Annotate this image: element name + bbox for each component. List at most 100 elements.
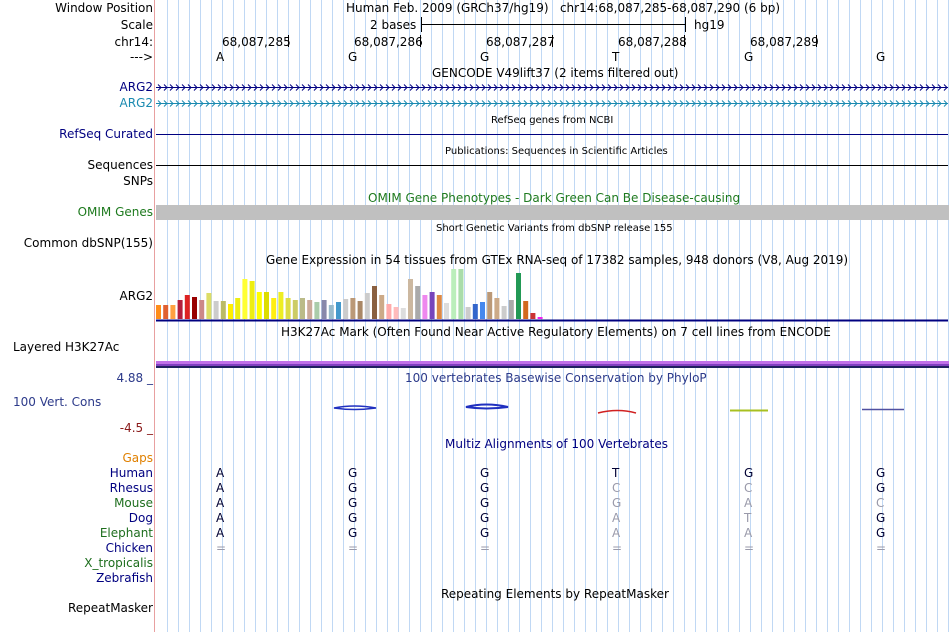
gtex-gene-label[interactable]: ARG2 bbox=[119, 289, 153, 303]
gtex-tissue-bar[interactable] bbox=[372, 286, 377, 319]
gtex-tissue-bar[interactable] bbox=[163, 305, 169, 319]
gtex-tissue-bar[interactable] bbox=[220, 301, 226, 319]
gtex-tissue-bar[interactable] bbox=[530, 313, 536, 319]
alignment-base: C bbox=[612, 481, 621, 495]
gtex-tissue-bar[interactable] bbox=[343, 299, 349, 319]
gtex-tissue-bar[interactable] bbox=[472, 304, 478, 319]
omim-track-title[interactable]: OMIM Gene Phenotypes - Dark Green Can Be… bbox=[368, 191, 741, 205]
gtex-tissue-bar[interactable] bbox=[487, 292, 493, 319]
gtex-tissue-bar[interactable] bbox=[271, 298, 277, 319]
publications-track-label[interactable]: Sequences bbox=[87, 158, 153, 172]
gtex-tissue-bar[interactable] bbox=[177, 300, 183, 319]
snps-track-label[interactable]: SNPs bbox=[123, 174, 153, 188]
species-label[interactable]: Zebrafish bbox=[96, 571, 153, 585]
alignment-base: A bbox=[216, 496, 225, 510]
gencode-item-label[interactable]: ARG2 bbox=[119, 96, 153, 110]
gtex-tissue-bar[interactable] bbox=[264, 292, 269, 319]
h3k27ac-track-title[interactable]: H3K27Ac Mark (Often Found Near Active Re… bbox=[281, 325, 831, 339]
gtex-tissue-bar[interactable] bbox=[307, 300, 313, 319]
gtex-tissue-bar[interactable] bbox=[458, 269, 464, 319]
gtex-tissue-bar[interactable] bbox=[321, 300, 327, 319]
phylop-track-title[interactable]: 100 vertebrates Basewise Conservation by… bbox=[405, 371, 707, 385]
dbsnp-track-label[interactable]: Common dbSNP(155) bbox=[23, 236, 153, 250]
h3k27ac-track-label[interactable]: Layered H3K27Ac bbox=[13, 340, 120, 354]
species-label[interactable]: X_tropicalis bbox=[84, 556, 153, 570]
gtex-tissue-bar[interactable] bbox=[364, 293, 370, 319]
gtex-tissue-bar[interactable] bbox=[192, 297, 197, 319]
publications-track-title[interactable]: Publications: Sequences in Scientific Ar… bbox=[445, 146, 668, 157]
gtex-tissue-bar[interactable] bbox=[400, 308, 406, 319]
gencode-track-title[interactable]: GENCODE V49lift37 (2 items filtered out) bbox=[432, 66, 679, 80]
window-position-value: Human Feb. 2009 (GRCh37/hg19) chr14:68,0… bbox=[346, 1, 781, 15]
gtex-tissue-bar[interactable] bbox=[451, 269, 457, 319]
gtex-tissue-bar[interactable] bbox=[328, 305, 334, 319]
gtex-tissue-bar[interactable] bbox=[184, 295, 190, 319]
gtex-tissue-bar[interactable] bbox=[249, 281, 255, 319]
species-label[interactable]: Rhesus bbox=[109, 481, 153, 495]
species-label[interactable]: Mouse bbox=[114, 496, 153, 510]
gtex-track-title[interactable]: Gene Expression in 54 tissues from GTEx … bbox=[266, 253, 849, 267]
gtex-tissue-bar[interactable] bbox=[494, 298, 500, 319]
h3k27ac-signal[interactable] bbox=[156, 361, 949, 368]
gtex-tissue-bar[interactable] bbox=[422, 295, 428, 319]
dbsnp-track-title[interactable]: Short Genetic Variants from dbSNP releas… bbox=[436, 223, 673, 234]
gtex-tissue-bar[interactable] bbox=[379, 295, 385, 319]
multiz-track-title[interactable]: Multiz Alignments of 100 Vertebrates bbox=[445, 437, 669, 451]
gtex-tissue-bar[interactable] bbox=[285, 298, 291, 319]
repeatmasker-track-label[interactable]: RepeatMasker bbox=[67, 601, 153, 615]
gtex-tissue-bar[interactable] bbox=[408, 279, 413, 319]
scale-value: 2 bases bbox=[370, 18, 417, 32]
gtex-tissue-bar[interactable] bbox=[350, 298, 356, 319]
gtex-tissue-bar[interactable] bbox=[292, 300, 298, 319]
gtex-tissue-bar[interactable] bbox=[336, 302, 341, 319]
gencode-item-label[interactable]: ARG2 bbox=[119, 80, 153, 94]
gtex-tissue-bar[interactable] bbox=[199, 300, 205, 319]
phylop-conservation-marks[interactable] bbox=[333, 403, 904, 414]
gtex-tissue-bar[interactable] bbox=[278, 292, 284, 319]
gtex-tissue-bar[interactable] bbox=[170, 305, 176, 319]
phylop-track-label[interactable]: 100 Vert. Cons bbox=[13, 395, 102, 409]
gtex-tissue-bar[interactable] bbox=[516, 273, 521, 319]
gtex-tissue-bar[interactable] bbox=[357, 301, 363, 319]
omim-gene-bar[interactable] bbox=[156, 205, 949, 220]
gtex-tissue-bar[interactable] bbox=[256, 292, 262, 319]
omim-track-label[interactable]: OMIM Genes bbox=[77, 205, 153, 219]
strand-chevron bbox=[205, 84, 210, 91]
species-label[interactable]: Human bbox=[109, 466, 153, 480]
position-tick-label: 68,087,289 bbox=[750, 35, 819, 49]
gtex-tissue-bar[interactable] bbox=[415, 286, 421, 319]
gtex-tissue-bar[interactable] bbox=[386, 304, 392, 319]
gtex-tissue-bar[interactable] bbox=[242, 279, 248, 319]
species-label[interactable]: Chicken bbox=[105, 541, 153, 555]
species-label[interactable]: Dog bbox=[128, 511, 153, 525]
strand-chevron bbox=[691, 100, 696, 107]
repeatmasker-track-title[interactable]: Repeating Elements by RepeatMasker bbox=[441, 587, 669, 601]
refseq-track-label[interactable]: RefSeq Curated bbox=[59, 127, 153, 141]
gencode-arg2-transcript-2[interactable] bbox=[156, 100, 948, 107]
gtex-tissue-bar[interactable] bbox=[206, 293, 212, 319]
gencode-arg2-transcript-1[interactable] bbox=[156, 84, 948, 91]
gtex-tissue-bar[interactable] bbox=[393, 307, 399, 319]
gtex-tissue-bar[interactable] bbox=[444, 303, 449, 319]
species-label[interactable]: Elephant bbox=[99, 526, 153, 540]
gtex-bar-chart[interactable] bbox=[156, 269, 543, 319]
gtex-tissue-bar[interactable] bbox=[228, 304, 233, 319]
gtex-tissue-bar[interactable] bbox=[314, 302, 320, 319]
gtex-tissue-bar[interactable] bbox=[537, 317, 543, 319]
gtex-tissue-bar[interactable] bbox=[501, 306, 507, 319]
gtex-tissue-bar[interactable] bbox=[465, 307, 471, 319]
gtex-tissue-bar[interactable] bbox=[300, 298, 305, 319]
strand-chevron bbox=[163, 100, 168, 107]
refseq-track-title[interactable]: RefSeq genes from NCBI bbox=[491, 115, 614, 126]
gtex-tissue-bar[interactable] bbox=[508, 300, 514, 319]
gtex-tissue-bar[interactable] bbox=[436, 295, 442, 319]
gtex-tissue-bar[interactable] bbox=[523, 301, 529, 319]
gtex-tissue-bar[interactable] bbox=[156, 305, 161, 319]
strand-chevron bbox=[709, 84, 714, 91]
strand-chevron bbox=[235, 100, 240, 107]
gtex-tissue-bar[interactable] bbox=[213, 301, 219, 319]
gtex-tissue-bar[interactable] bbox=[480, 302, 485, 319]
gtex-tissue-bar[interactable] bbox=[429, 292, 435, 319]
gtex-tissue-bar[interactable] bbox=[235, 298, 241, 319]
